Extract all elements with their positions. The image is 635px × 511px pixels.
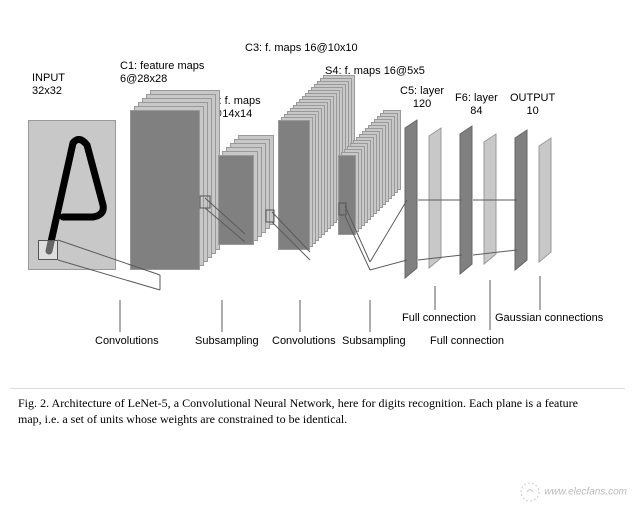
figure-caption: Fig. 2. Architecture of LeNet-5, a Convo… (18, 395, 578, 427)
caption-divider (10, 388, 625, 389)
op-leadlines (0, 0, 635, 380)
watermark-icon (519, 481, 541, 503)
lenet-diagram: INPUT 32x32 C1: feature maps 6@28x28 S2:… (0, 0, 635, 380)
watermark: www.elecfans.com (519, 481, 627, 503)
watermark-text: www.elecfans.com (544, 487, 627, 498)
